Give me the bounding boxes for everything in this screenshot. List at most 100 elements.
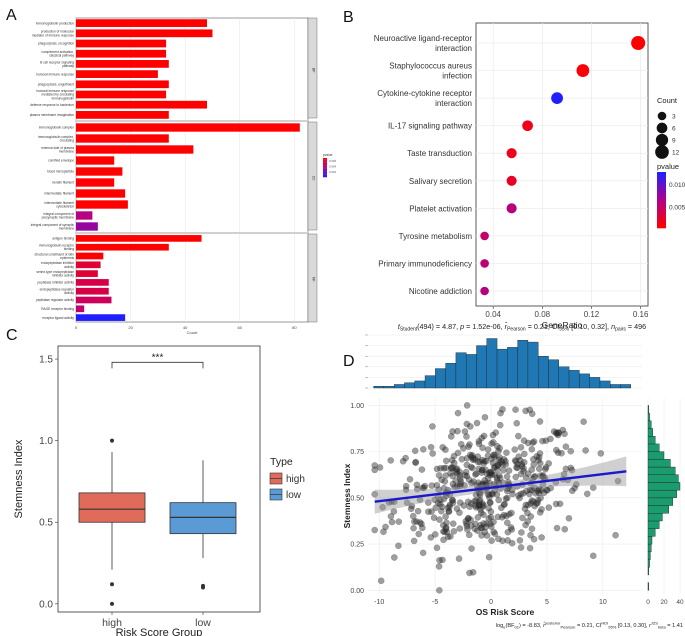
panel-d-point — [515, 453, 522, 460]
panel-a-category-label: mediator of immune response — [32, 33, 74, 37]
panel-b-dot — [506, 203, 517, 214]
panel-c-ytick-label: 0.0 — [39, 599, 53, 610]
panel-d-point — [538, 534, 545, 541]
panel-d-right-hist-bar — [647, 466, 676, 475]
panel-a-bar — [76, 296, 112, 304]
panel-a-xtick-label: 60 — [238, 325, 243, 330]
panel-d-right-hist-bar — [647, 520, 660, 529]
panel-d-point — [529, 498, 537, 505]
panel-label-d: D — [343, 353, 355, 370]
panel-d-point — [495, 472, 503, 479]
panel-d-point — [371, 462, 378, 469]
panel-d-point — [542, 464, 550, 471]
panel-c-significance-bracket — [111, 361, 204, 369]
panel-a-category-label: humoral immune response — [36, 72, 74, 76]
panel-d-point — [447, 469, 454, 477]
panel-c-ytick-label: 0.5 — [39, 518, 53, 529]
panel-d-point — [439, 444, 446, 451]
panel-a-category-label: cornified envelope — [48, 159, 74, 163]
panel-a-bar — [76, 235, 202, 242]
panel-a-category-label: immunoglobulin complex — [39, 126, 74, 130]
panel-d-point — [442, 457, 450, 465]
panel-d-point — [467, 423, 474, 430]
panel-a-bar — [76, 80, 169, 89]
panel-d-point — [478, 467, 486, 474]
panel-d-point — [524, 509, 531, 517]
panel-d-point — [419, 524, 426, 532]
panel-d-point — [559, 426, 567, 434]
panel-b-category-label: Taste transduction — [407, 149, 472, 158]
panel-d-right-hist-bar — [647, 551, 651, 560]
panel-a-category-label: circulating — [60, 139, 75, 143]
panel-b-color-legend-gradient — [657, 202, 666, 205]
panel-d-ytick-label: 0.75 — [350, 449, 364, 456]
panel-d-point — [495, 496, 502, 504]
panel-d-point — [395, 518, 403, 525]
panel-a-category-label: activity — [64, 265, 74, 269]
panel-c-ytick-label: 1.0 — [39, 436, 53, 447]
panel-a-facet-strip — [307, 233, 318, 323]
panel-d-point — [456, 509, 463, 516]
panel-c-xtick-label: low — [195, 617, 211, 629]
panel-d-point — [428, 482, 436, 489]
panel-d-point — [463, 455, 471, 462]
panel-b-color-legend-gradient — [657, 188, 666, 191]
panel-d-point — [521, 450, 528, 458]
panel-d-point — [522, 521, 529, 529]
panel-d-point — [371, 526, 378, 534]
panel-d-point — [487, 514, 495, 521]
panel-d-point — [458, 455, 466, 463]
panel-d-point — [499, 406, 506, 413]
panel-a-legend-label: 0.006 — [329, 159, 336, 163]
panel-d-point — [461, 482, 468, 489]
panel-d-point — [395, 542, 402, 550]
panel-d-point — [478, 434, 485, 442]
panel-b-dot — [522, 120, 533, 132]
panel-d-point — [473, 470, 480, 477]
panel-d-point — [480, 511, 487, 518]
panel-d-point — [567, 447, 575, 455]
panel-d-right-hist-bar — [647, 459, 671, 468]
panel-d-point — [530, 456, 537, 463]
panel-d-subtitle-part: 95% — [608, 625, 616, 630]
panel-d-point — [527, 500, 535, 507]
panel-d-point — [528, 445, 536, 453]
panel-d-xtick-label: 10 — [599, 599, 607, 606]
panel-a-category-label: pathway — [62, 64, 74, 68]
panel-a-legend-gradient — [323, 176, 327, 178]
panel-b-size-legend-dot — [655, 145, 669, 159]
panel-d-point — [536, 509, 544, 516]
panel-d-point — [494, 477, 501, 484]
panel-c-outlier — [201, 585, 205, 590]
panel-b-xtick-label: 0.08 — [535, 310, 551, 319]
panel-d-point — [497, 409, 504, 417]
panel-d-point — [481, 414, 489, 421]
panel-d-point — [565, 515, 573, 522]
panel-d-point — [528, 525, 536, 533]
panel-a-facet-label: BP — [312, 68, 316, 73]
panel-d-top-hist-bar — [393, 384, 405, 389]
panel-d-point — [517, 490, 525, 498]
panel-a-category-label: receptor ligand activity — [42, 316, 74, 320]
panel-a-legend-title: pvalue — [323, 153, 333, 157]
panel-d-point — [479, 444, 486, 452]
panel-a-category-label: inhibitor activity — [52, 274, 74, 278]
panel-d-top-hist-bar — [404, 382, 415, 389]
panel-d-point — [492, 429, 500, 436]
panel-b-category-label: Neuroactive ligand-receptor — [374, 34, 473, 43]
panel-c-xlabel: Risk Score Group — [116, 627, 203, 636]
panel-d-point — [469, 455, 477, 462]
panel-d-point — [409, 512, 417, 520]
panel-d-point — [529, 439, 536, 446]
panel-d-point — [468, 545, 475, 552]
panel-d-point — [488, 490, 496, 497]
panel-a-category-label: humoral immune response — [36, 89, 74, 93]
panel-d-point — [503, 487, 511, 495]
panel-d-point — [433, 465, 441, 473]
panel-d-point — [535, 465, 543, 473]
panel-label-a: A — [6, 7, 17, 24]
panel-d-right-hist-bar — [647, 543, 652, 552]
panel-d-point — [511, 457, 519, 464]
panel-d-right-hist-bar — [647, 405, 650, 414]
panel-d-point — [387, 457, 395, 464]
